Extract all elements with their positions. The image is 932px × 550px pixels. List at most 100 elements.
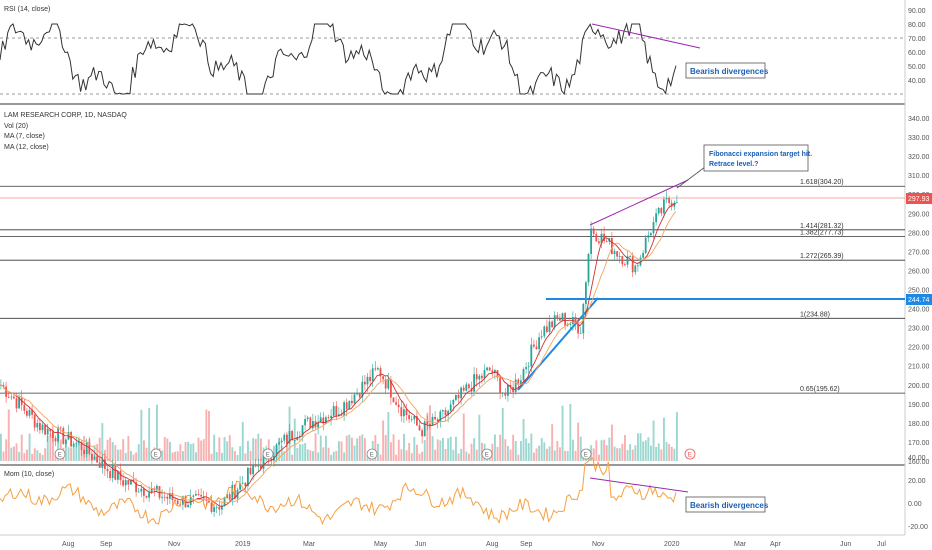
volume-bar: [46, 435, 49, 461]
volume-bar: [621, 443, 624, 461]
volume-bar: [317, 452, 320, 461]
volume-bar: [156, 404, 158, 461]
volume-bar: [512, 434, 515, 461]
price-tick: 170.00: [908, 440, 930, 447]
volume-bar: [496, 446, 499, 461]
candle-body: [520, 380, 522, 385]
candle-body: [657, 207, 660, 214]
rsi-annotation-text: Bearish divergences: [690, 67, 769, 76]
candle-body: [2, 384, 5, 387]
volume-bar: [395, 454, 398, 461]
ma12-series: [0, 211, 677, 504]
candle-body: [104, 459, 106, 469]
candle-body: [644, 237, 647, 253]
volume-bar: [522, 419, 525, 461]
volume-bar: [319, 435, 322, 461]
candle-body: [564, 313, 566, 326]
volume-bar: [189, 443, 192, 461]
volume-bar: [296, 448, 299, 461]
candle-body: [379, 368, 382, 377]
candle-body: [278, 442, 280, 445]
candle-body: [244, 482, 247, 487]
candle-body: [668, 198, 670, 203]
candle-body: [371, 368, 374, 382]
candle-body: [31, 409, 33, 415]
candle-body: [647, 235, 650, 238]
last-price-tag: [906, 193, 932, 204]
candle-body: [631, 256, 634, 273]
volume-bar: [530, 433, 533, 461]
volume-bar: [215, 452, 218, 461]
volume-bar: [470, 443, 473, 461]
candle-body: [319, 417, 322, 423]
volume-bar: [145, 447, 148, 461]
volume-bar: [605, 445, 608, 461]
volume-bar: [31, 453, 34, 461]
rsi-annotation-box: [685, 62, 766, 79]
volume-bar: [579, 436, 582, 461]
volume-bar: [109, 437, 112, 461]
candle-body: [218, 506, 221, 510]
candle-body: [325, 417, 327, 424]
fib-label: 1.414(281.32): [800, 223, 844, 230]
volume-bar: [650, 445, 652, 461]
volume-bar: [221, 452, 223, 461]
candle-body: [369, 376, 371, 382]
candle-body: [475, 374, 478, 380]
candle-body: [226, 494, 228, 498]
mom-tick: 20.00: [908, 478, 926, 485]
volume-bar: [241, 421, 244, 461]
volume-bar: [330, 454, 333, 461]
volume-bar: [130, 450, 132, 461]
volume-bar: [481, 442, 483, 461]
callout-pointer: [676, 166, 706, 189]
volume-bar: [132, 454, 135, 461]
candle-body: [28, 409, 31, 416]
volume-bar: [460, 448, 463, 461]
price-tick: 200.00: [908, 383, 930, 390]
time-tick: Jul: [877, 541, 886, 548]
volume-bar: [416, 444, 418, 461]
price-tick: 180.00: [908, 421, 930, 428]
candle-body: [215, 506, 218, 508]
volume-bar: [249, 450, 252, 461]
volume-bar: [33, 448, 36, 461]
candle-body: [72, 443, 75, 447]
candle-body: [275, 444, 278, 457]
earnings-marker-text: E: [58, 453, 62, 459]
mom-series: [0, 457, 677, 526]
candle-body: [465, 384, 468, 391]
volume-bar: [509, 449, 512, 461]
candle-body: [621, 256, 624, 265]
volume-bar: [543, 442, 546, 461]
candle-body: [5, 386, 7, 397]
volume-bar: [436, 439, 439, 461]
candle-body: [36, 422, 39, 428]
candle-body: [574, 317, 577, 324]
fib-label: 0.65(195.62): [800, 386, 840, 393]
candle-body: [410, 419, 413, 420]
volume-bar: [18, 451, 21, 461]
volume-bar: [0, 433, 2, 461]
candle-body: [603, 233, 605, 242]
candle-body: [111, 465, 114, 479]
volume-bar: [535, 448, 538, 461]
candle-body: [478, 375, 481, 380]
candle-body: [527, 366, 530, 368]
candle-body: [10, 396, 13, 398]
candle-body: [98, 462, 101, 468]
price-tick: 160.00: [908, 459, 930, 466]
candle-body: [247, 467, 249, 487]
volume-bar: [143, 440, 145, 461]
volume-bar: [75, 443, 78, 461]
candle-body: [390, 379, 392, 398]
candle-body: [262, 454, 265, 469]
candle-body: [517, 379, 520, 385]
volume-bar: [504, 439, 507, 461]
volume-bar: [642, 441, 645, 461]
volume-bar: [358, 435, 361, 461]
time-tick: Mar: [734, 541, 747, 548]
candle-body: [663, 199, 665, 214]
